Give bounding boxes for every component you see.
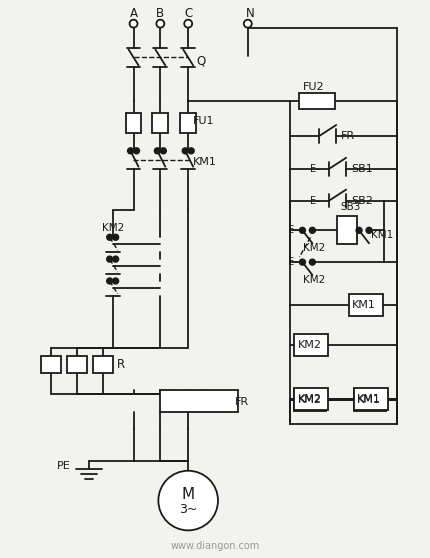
Bar [41,355,61,373]
Circle shape [356,227,362,233]
Bar [354,388,388,410]
Bar [295,389,326,411]
Bar [180,113,196,133]
Bar [126,113,141,133]
Circle shape [182,148,188,154]
Text: KM2: KM2 [298,340,322,349]
Circle shape [299,227,305,233]
Text: KM2: KM2 [101,223,124,233]
Bar [299,93,335,109]
Circle shape [157,20,164,28]
Text: A: A [129,7,138,20]
Text: C: C [184,7,192,20]
Text: KM1: KM1 [357,394,381,404]
Circle shape [310,227,315,233]
Text: E-: E- [288,225,298,235]
Bar [160,390,238,412]
Circle shape [188,148,194,154]
Circle shape [107,256,113,262]
Text: PE: PE [57,461,71,471]
Bar [349,294,383,316]
Bar [295,388,328,410]
Text: E-: E- [310,195,319,205]
Bar [152,113,168,133]
Text: www.diangon.com: www.diangon.com [170,541,260,551]
Circle shape [366,227,372,233]
Text: E-: E- [310,163,319,174]
Bar [67,355,87,373]
Text: 3~: 3~ [179,503,197,516]
Circle shape [107,234,113,240]
Text: M: M [181,487,195,502]
Bar [93,355,113,373]
Circle shape [107,278,113,284]
Text: KM1: KM1 [352,300,376,310]
Text: E-: E- [288,257,298,267]
Bar [354,389,386,411]
Text: FU1: FU1 [193,116,215,126]
Circle shape [299,259,305,265]
Circle shape [160,148,166,154]
Text: SB3: SB3 [340,203,361,213]
Text: SB2: SB2 [351,195,373,205]
Circle shape [113,278,119,284]
Text: SB1: SB1 [351,163,373,174]
Circle shape [113,256,119,262]
Text: KM1: KM1 [371,230,393,240]
Text: KM1: KM1 [193,157,217,167]
Circle shape [310,259,315,265]
Circle shape [154,148,160,154]
Text: KM2: KM2 [298,395,322,405]
Text: KM2: KM2 [304,243,326,253]
Text: FR: FR [341,131,355,141]
Bar [337,217,357,244]
Circle shape [129,20,138,28]
Circle shape [158,471,218,530]
Text: KM1: KM1 [357,395,381,405]
Text: B: B [156,7,164,20]
Circle shape [134,148,139,154]
Circle shape [184,20,192,28]
Circle shape [113,234,119,240]
Text: R: R [117,358,125,371]
Text: KM2: KM2 [298,394,322,404]
Text: FR: FR [235,397,249,407]
Text: KM2: KM2 [304,275,326,285]
Circle shape [244,20,252,28]
Text: FU2: FU2 [302,82,324,92]
Bar [295,334,328,355]
Text: N: N [246,7,254,20]
Circle shape [128,148,134,154]
Text: Q: Q [196,55,206,68]
